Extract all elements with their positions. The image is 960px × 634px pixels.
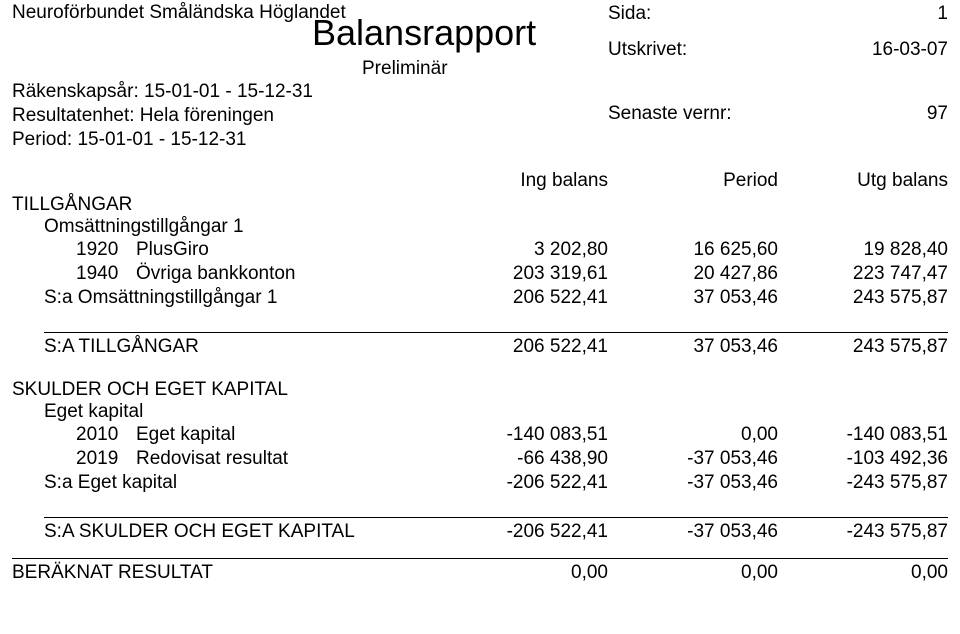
col-period: Period [608,170,778,192]
cell-utg: -140 083,51 [778,423,948,447]
meta-page: Sida: 1 [608,2,948,26]
printed-label: Utskrivet: [608,38,768,62]
right-meta: Sida: 1 Utskrivet: 16-03-07 Senaste vern… [608,2,948,126]
account-name: Redovisat resultat [136,447,438,471]
left-meta: Räkenskapsår: 15-01-01 - 15-12-31 Result… [12,80,313,152]
column-headers: Ing balans Period Utg balans [12,170,948,192]
cell-ing: 206 522,41 [438,286,608,310]
fiscal-year: Räkenskapsår: 15-01-01 - 15-12-31 [12,80,313,104]
account-number: 2010 [76,423,136,447]
meta-vernr: Senaste vernr: 97 [608,102,948,126]
assets-total-label: S:A TILLGÅNGAR [44,335,438,359]
cell-ing: 0,00 [438,561,608,585]
table-row: 1940 Övriga bankkonton 203 319,61 20 427… [12,262,948,286]
account-number: 1920 [76,238,136,262]
equity-total-label: S:A SKULDER OCH EGET KAPITAL [44,520,438,544]
assets-total-row: S:A TILLGÅNGAR 206 522,41 37 053,46 243 … [12,335,948,359]
cell-utg: -243 575,87 [778,471,948,495]
table-row: 2010 Eget kapital -140 083,51 0,00 -140 … [12,423,948,447]
assets-subtotal-label: S:a Omsättningstillgångar 1 [44,286,438,310]
assets-subtotal-row: S:a Omsättningstillgångar 1 206 522,41 3… [12,286,948,310]
report-subtitle: Preliminär [362,58,448,80]
rule [44,517,948,518]
cell-per: 16 625,60 [608,238,778,262]
equity-subtitle: Eget kapital [44,401,948,423]
cell-ing: 206 522,41 [438,335,608,359]
table-row: 1920 PlusGiro 3 202,80 16 625,60 19 828,… [12,238,948,262]
cell-utg: -243 575,87 [778,520,948,544]
col-utg: Utg balans [778,170,948,192]
cell-utg: 0,00 [778,561,948,585]
cell-per: 0,00 [608,423,778,447]
account-name: Eget kapital [136,423,438,447]
cell-per: 37 053,46 [608,286,778,310]
cell-utg: 243 575,87 [778,286,948,310]
cell-per: -37 053,46 [608,471,778,495]
cell-per: -37 053,46 [608,447,778,471]
vernr-label: Senaste vernr: [608,102,768,126]
report-header: Neuroförbundet Småländska Höglandet Bala… [12,2,948,152]
cell-utg: -103 492,36 [778,447,948,471]
calculated-result-row: BERÄKNAT RESULTAT 0,00 0,00 0,00 [12,561,948,585]
equity-total-row: S:A SKULDER OCH EGET KAPITAL -206 522,41… [12,520,948,544]
calculated-result-label: BERÄKNAT RESULTAT [12,561,438,585]
report-page: Neuroförbundet Småländska Höglandet Bala… [0,0,960,634]
cell-per: 0,00 [608,561,778,585]
cell-utg: 19 828,40 [778,238,948,262]
period: Period: 15-01-01 - 15-12-31 [12,128,313,152]
result-unit: Resultatenhet: Hela föreningen [12,104,313,128]
cell-per: -37 053,46 [608,520,778,544]
account-number: 1940 [76,262,136,286]
printed-value: 16-03-07 [768,38,948,62]
page-label: Sida: [608,2,768,26]
report-title: Balansrapport [312,12,536,54]
cell-ing: -206 522,41 [438,520,608,544]
meta-printed: Utskrivet: 16-03-07 [608,38,948,62]
account-name: PlusGiro [136,238,438,262]
cell-ing: -140 083,51 [438,423,608,447]
assets-title: TILLGÅNGAR [12,194,948,216]
cell-ing: 203 319,61 [438,262,608,286]
cell-per: 20 427,86 [608,262,778,286]
account-name: Övriga bankkonton [136,262,438,286]
account-number: 2019 [76,447,136,471]
vernr-value: 97 [768,102,948,126]
cell-utg: 223 747,47 [778,262,948,286]
cell-utg: 243 575,87 [778,335,948,359]
cell-ing: -66 438,90 [438,447,608,471]
page-value: 1 [768,2,948,26]
rule [44,332,948,333]
cell-per: 37 053,46 [608,335,778,359]
equity-title: SKULDER OCH EGET KAPITAL [12,379,948,401]
equity-subtotal-row: S:a Eget kapital -206 522,41 -37 053,46 … [12,471,948,495]
equity-subtotal-label: S:a Eget kapital [44,471,438,495]
assets-subtitle: Omsättningstillgångar 1 [44,216,948,238]
col-ing: Ing balans [438,170,608,192]
cell-ing: 3 202,80 [438,238,608,262]
cell-ing: -206 522,41 [438,471,608,495]
table-row: 2019 Redovisat resultat -66 438,90 -37 0… [12,447,948,471]
col-spacer [12,170,438,192]
rule [12,558,948,559]
